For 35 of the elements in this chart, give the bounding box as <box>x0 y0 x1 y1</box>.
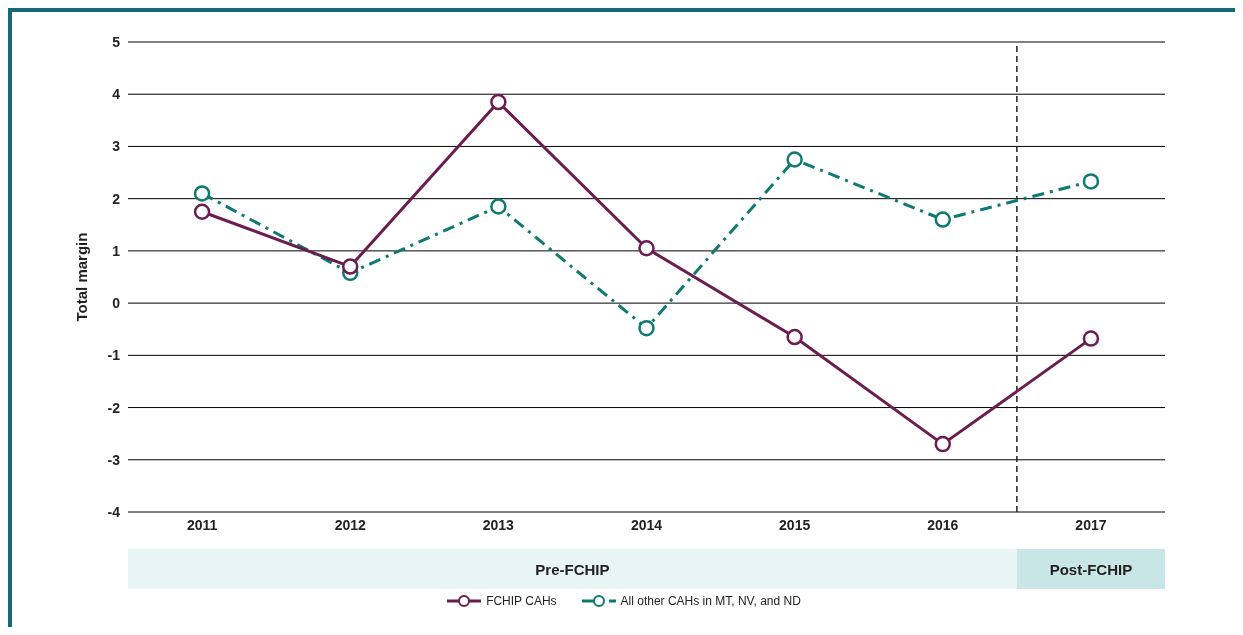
period-label-box: Pre-FCHIP <box>128 549 1017 589</box>
period-label-box: Post-FCHIP <box>1016 549 1165 589</box>
y-axis-title: Total margin <box>73 232 91 322</box>
point <box>490 198 507 215</box>
y-tick-label: -4 <box>107 503 121 520</box>
point <box>786 151 803 168</box>
point <box>193 185 211 202</box>
y-tick-label: -3 <box>107 451 121 468</box>
y-tick-label: 1 <box>112 242 121 259</box>
y-tick-label: 2 <box>112 190 121 207</box>
point <box>193 203 211 220</box>
point <box>638 319 655 337</box>
x-tick-label: 2016 <box>927 516 959 533</box>
x-tick-label: 2017 <box>1075 516 1107 533</box>
point <box>786 328 803 346</box>
y-tick-label: 3 <box>112 138 121 155</box>
x-tick-label: 2015 <box>779 516 811 533</box>
x-tick-label: 2013 <box>482 516 515 533</box>
y-tick-label: -1 <box>107 347 121 364</box>
x-tick-label: 2014 <box>630 516 663 533</box>
legend-label: All other CAHs in MT, NV, and ND <box>620 594 801 608</box>
point <box>934 435 952 453</box>
y-tick-label: 5 <box>112 33 121 50</box>
y-tick-label: 4 <box>112 86 121 103</box>
point <box>638 240 655 257</box>
point <box>1082 330 1100 347</box>
y-tick-label: 0 <box>112 295 121 312</box>
point <box>341 258 359 275</box>
y-tick-label: -2 <box>107 399 121 416</box>
legend-label: FCHIP CAHs <box>486 594 557 608</box>
point <box>490 93 507 111</box>
x-tick-label: 2011 <box>186 516 218 533</box>
x-tick-label: 2012 <box>334 516 366 533</box>
point <box>1082 173 1100 190</box>
point <box>934 211 952 228</box>
